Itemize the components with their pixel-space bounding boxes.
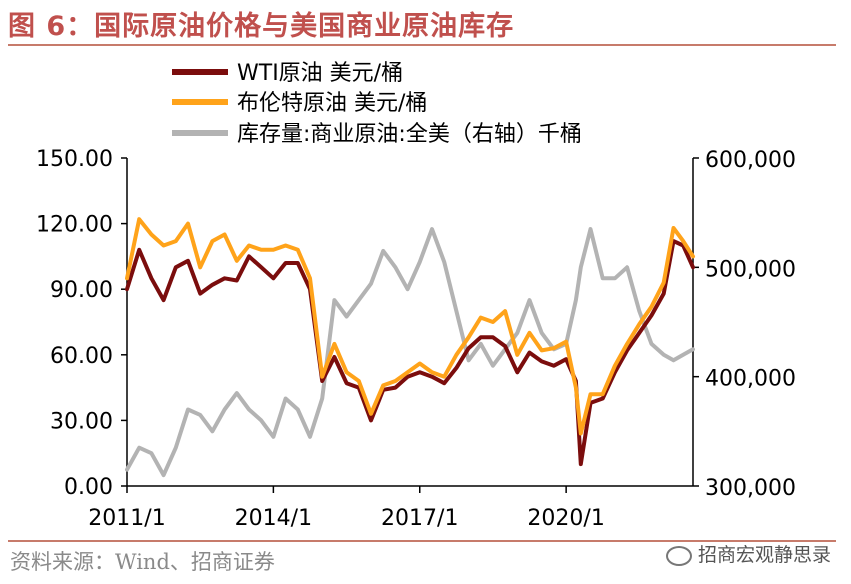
y-left-tick-label: 150.00	[36, 147, 113, 172]
y-right-tick-label: 400,000	[705, 367, 796, 392]
axes: 0.00 30.00 60.00 90.00 120.00 150.00 300,000 40…	[36, 147, 796, 531]
legend-label-inventory: 库存量:商业原油:全美（右轴）千桶	[237, 122, 582, 147]
footer-divider	[8, 540, 836, 542]
y-right-tick-label: 600,000	[705, 148, 796, 173]
y-left-tick-label: 0.00	[64, 475, 113, 500]
legend: WTI原油 美元/桶 布伦特原油 美元/桶 库存量:商业原油:全美（右轴）千桶	[172, 61, 582, 147]
y-left-tick-label: 30.00	[50, 409, 113, 434]
x-tick-label: 2011/1	[88, 506, 165, 531]
y-right-tick-label: 300,000	[705, 476, 796, 501]
y-left-tick-label: 120.00	[36, 213, 113, 238]
x-tick-label: 2017/1	[381, 506, 458, 531]
chart-title: 图 6：国际原油价格与美国商业原油库存	[8, 11, 515, 42]
legend-label-wti: WTI原油 美元/桶	[237, 61, 403, 86]
wechat-icon	[665, 545, 692, 566]
series-brent-line	[125, 217, 695, 436]
series-wti-line	[125, 239, 695, 467]
series-group	[125, 217, 695, 478]
y-left-tick-label: 90.00	[50, 278, 113, 303]
legend-label-brent: 布伦特原油 美元/桶	[237, 91, 427, 116]
source-note: 资料来源：Wind、招商证券	[10, 550, 275, 574]
watermark-text: 招商宏观静思录	[697, 544, 831, 566]
title-divider	[8, 44, 836, 46]
series-inventory-line	[125, 227, 695, 478]
watermark: 招商宏观静思录	[665, 540, 831, 567]
y-left-tick-label: 60.00	[50, 344, 113, 369]
y-right-tick-label: 500,000	[705, 257, 796, 282]
x-tick-label: 2014/1	[235, 506, 312, 531]
x-tick-label: 2020/1	[527, 506, 604, 531]
